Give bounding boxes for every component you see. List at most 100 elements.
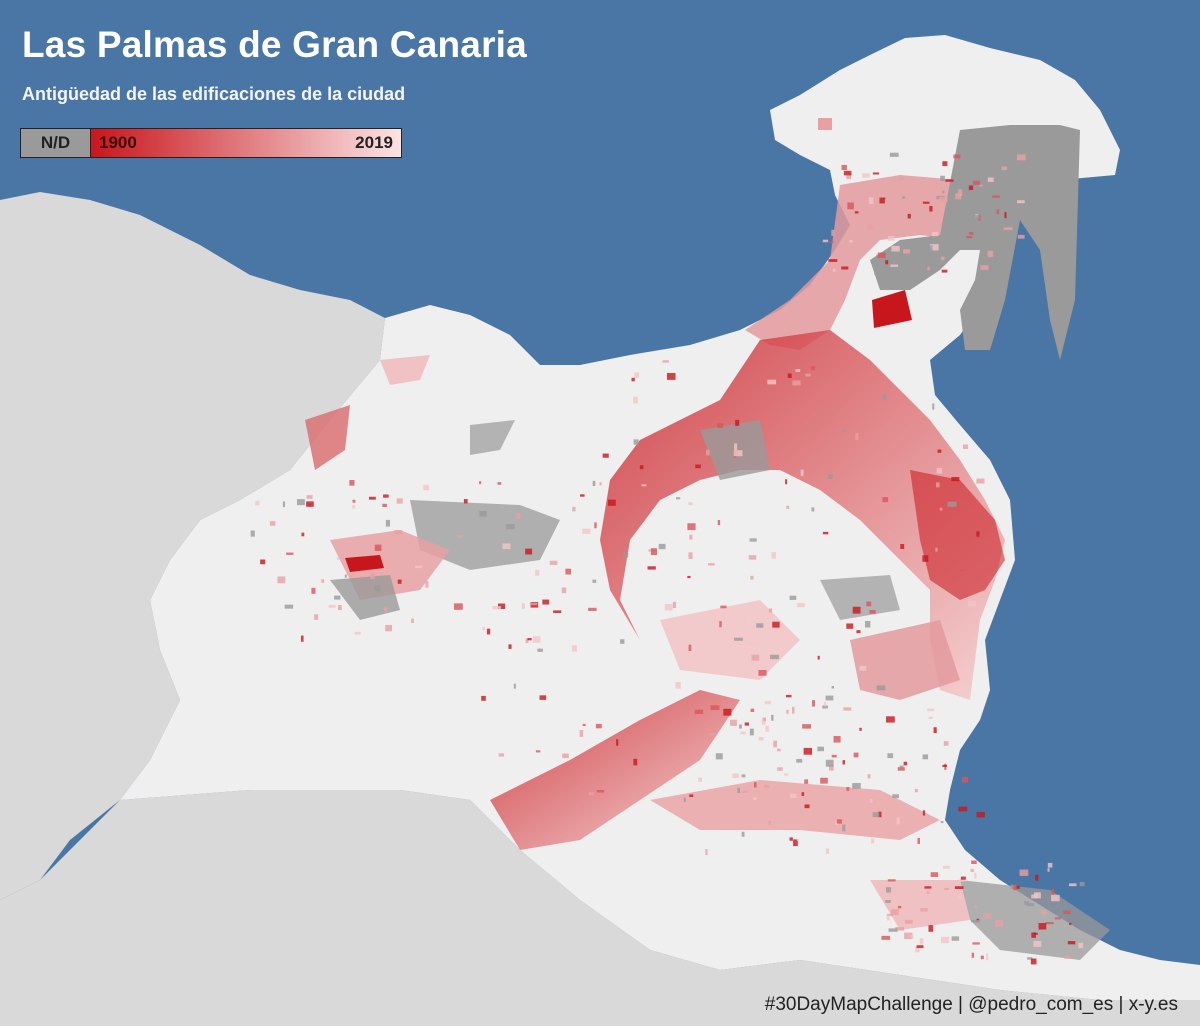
building-speck (918, 477, 924, 481)
building-speck (750, 575, 754, 580)
building-speck (352, 504, 356, 509)
building-speck (892, 794, 900, 799)
building-speck (739, 724, 742, 729)
building-speck (869, 610, 876, 614)
building-speck (539, 695, 547, 700)
building-speck (869, 799, 873, 803)
port-pier-red (872, 290, 912, 328)
building-speck (498, 603, 506, 609)
building-speck (1064, 955, 1072, 959)
building-speck (414, 565, 422, 569)
building-speck (1040, 909, 1047, 915)
building-speck (382, 503, 387, 508)
building-speck (1038, 923, 1047, 930)
building-speck (768, 820, 772, 825)
building-speck (922, 555, 929, 562)
building-speck (890, 264, 899, 267)
building-speck (922, 810, 926, 816)
legend-nodata-swatch: N/D (21, 129, 91, 157)
building-speck (900, 544, 905, 549)
building-speck (958, 806, 968, 812)
building-speck (829, 241, 834, 244)
building-speck (958, 189, 963, 197)
building-speck (828, 764, 834, 771)
building-speck (620, 639, 625, 644)
building-speck (688, 552, 693, 559)
building-speck (260, 559, 266, 565)
building-speck (582, 528, 591, 534)
building-speck (933, 727, 937, 734)
building-speck (1069, 922, 1072, 925)
building-speck (527, 637, 532, 641)
building-speck (849, 240, 853, 243)
building-speck (942, 161, 948, 167)
building-speck (928, 716, 933, 719)
building-speck (1017, 234, 1025, 239)
building-speck (1003, 227, 1013, 231)
building-speck (925, 245, 933, 253)
building-speck (1019, 869, 1029, 876)
building-speck (768, 608, 773, 613)
building-speck (856, 630, 861, 634)
building-speck (789, 595, 797, 600)
building-speck (785, 479, 788, 485)
building-speck (887, 753, 894, 759)
building-speck (337, 605, 342, 611)
building-speck (479, 481, 482, 485)
building-speck (902, 196, 906, 199)
building-speck (765, 725, 769, 732)
building-speck (506, 524, 515, 530)
building-speck (374, 544, 382, 551)
building-speck (962, 776, 969, 783)
built-area-north-3 (380, 355, 430, 385)
building-speck (959, 879, 965, 882)
building-speck (919, 938, 924, 945)
building-speck (705, 849, 708, 856)
building-speck (967, 600, 976, 607)
building-speck (897, 177, 904, 180)
building-speck (929, 244, 939, 251)
building-speck (1026, 903, 1035, 907)
building-speck (737, 787, 741, 793)
building-speck (822, 531, 829, 535)
legend-min-label: 1900 (99, 133, 137, 152)
building-speck (750, 708, 755, 712)
built-area-isthmus (745, 175, 990, 350)
building-speck (802, 724, 811, 729)
building-speck (846, 623, 854, 629)
building-speck (922, 754, 929, 760)
built-area-middle (660, 600, 800, 680)
building-speck (751, 654, 760, 661)
building-speck (497, 482, 502, 485)
building-speck (804, 779, 809, 784)
building-speck (903, 249, 910, 254)
building-speck (886, 716, 895, 723)
building-speck (753, 782, 757, 788)
building-speck (1047, 862, 1053, 868)
building-speck (349, 480, 355, 486)
building-speck (971, 860, 977, 865)
building-speck (792, 380, 801, 386)
building-speck (1013, 884, 1017, 891)
building-speck (931, 231, 939, 237)
building-speck (423, 484, 430, 491)
building-speck (888, 529, 892, 533)
building-speck (749, 538, 757, 542)
building-speck (710, 705, 720, 710)
building-speck (842, 429, 848, 433)
building-speck (1067, 941, 1076, 945)
building-speck (853, 752, 859, 758)
building-speck (456, 535, 464, 538)
building-speck (877, 252, 886, 259)
building-speck (943, 865, 950, 869)
building-speck (992, 195, 1000, 198)
building-speck (976, 811, 985, 818)
building-speck (800, 469, 804, 477)
building-speck (596, 790, 605, 793)
building-speck (916, 945, 924, 949)
building-speck (633, 439, 639, 445)
building-speck (1001, 166, 1008, 171)
building-speck (571, 645, 577, 652)
building-speck (758, 736, 764, 741)
building-speck (1014, 885, 1020, 889)
